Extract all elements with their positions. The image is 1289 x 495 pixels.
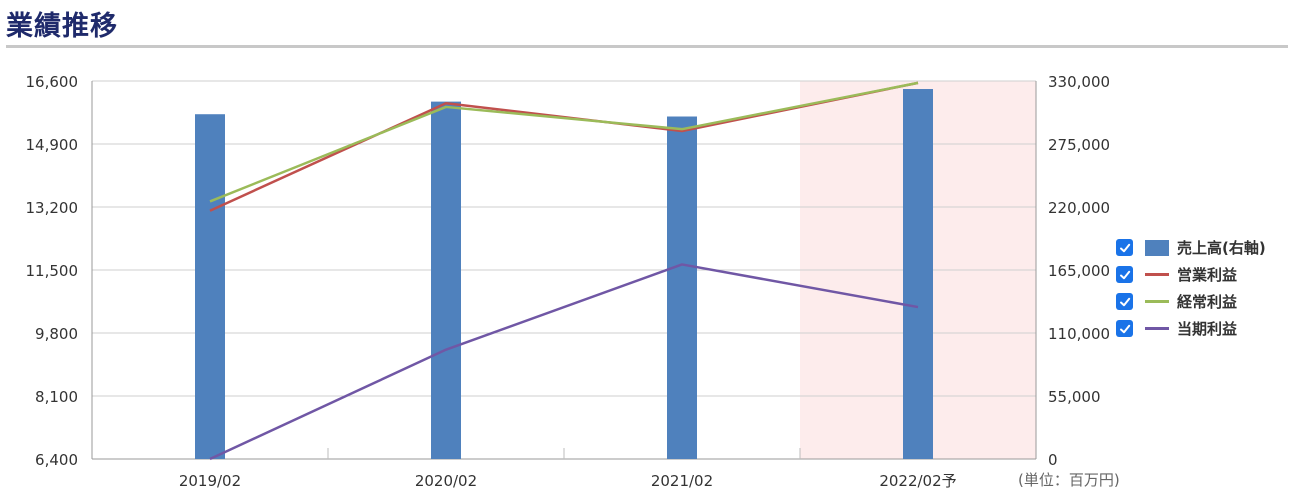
x-axis-tick-label: 2019/02 [179,472,241,490]
legend-item[interactable]: 経常利益 [1116,288,1266,315]
left-axis-tick-label: 9,800 [35,325,78,343]
legend-swatch [1145,300,1169,303]
left-axis-tick-label: 6,400 [35,451,78,469]
right-axis-tick-label: 275,000 [1048,136,1110,154]
page-title: 業績推移 [6,11,118,42]
legend-swatch [1145,327,1169,330]
x-axis-tick-label: 2020/02 [415,472,477,490]
bar [667,116,697,459]
legend-checkbox[interactable] [1116,293,1133,310]
left-axis-tick-label: 8,100 [35,388,78,406]
left-axis-tick-label: 13,200 [26,199,79,217]
legend-item[interactable]: 売上高(右軸) [1116,234,1266,261]
bar [903,89,933,459]
legend-checkbox[interactable] [1116,266,1133,283]
legend-label: 売上高(右軸) [1177,239,1266,257]
legend-swatch [1145,273,1169,276]
left-axis-tick-label: 14,900 [26,136,79,154]
x-axis-tick-label: 2021/02 [651,472,713,490]
title-divider [6,45,1288,48]
left-axis-tick-label: 16,600 [26,73,79,91]
legend-swatch [1145,239,1169,256]
series-line [209,263,919,461]
chart-legend: 売上高(右軸) 営業利益経常利益当期利益 [1116,234,1266,342]
legend-item[interactable]: 当期利益 [1116,315,1266,342]
series-line [209,81,919,203]
right-axis-tick-label: 0 [1048,451,1058,469]
right-axis-tick-label: 165,000 [1048,262,1110,280]
x-axis-tick-label: 2022/02予 [879,472,956,490]
unit-label: (単位：百万円) [1018,471,1120,489]
legend-label: 営業利益 [1177,266,1238,284]
left-axis-tick-label: 11,500 [26,262,79,280]
legend-checkbox[interactable] [1116,239,1133,256]
legend-checkbox[interactable] [1116,320,1133,337]
legend-item[interactable]: 営業利益 [1116,261,1266,288]
legend-label: 経常利益 [1177,293,1238,311]
right-axis-tick-label: 55,000 [1048,388,1101,406]
legend-label: 当期利益 [1177,320,1238,338]
right-axis-tick-label: 330,000 [1048,73,1110,91]
bar [195,114,225,459]
right-axis-tick-label: 220,000 [1048,199,1110,217]
right-axis-tick-label: 110,000 [1048,325,1110,343]
bar [431,101,461,460]
